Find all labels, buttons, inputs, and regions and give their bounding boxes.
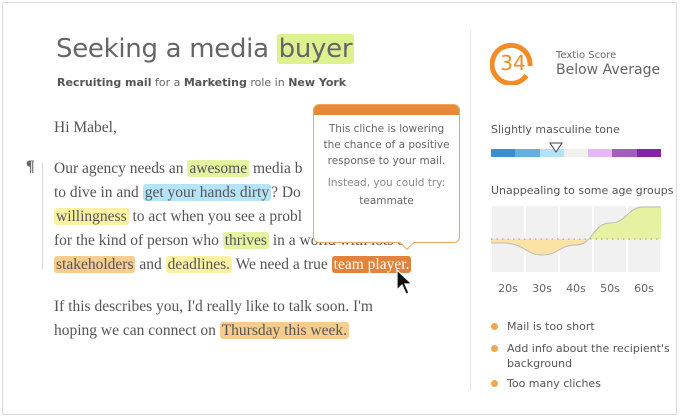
- greeting: Hi Mabel,: [54, 119, 117, 136]
- age-tick-label: 40s: [566, 282, 586, 295]
- text: media b: [249, 160, 303, 177]
- issue-text: Add info about the recipient's backgroun…: [507, 342, 670, 370]
- tooltip-header: [314, 105, 459, 115]
- pilcrow-icon[interactable]: ¶: [26, 158, 35, 175]
- cliche-tooltip: This cliche is lowering the chance of a …: [313, 104, 460, 251]
- highlight-willingness[interactable]: willingness: [54, 208, 129, 225]
- tone-segment: [539, 149, 564, 157]
- text: We need a true: [232, 256, 332, 273]
- sub-text: for a: [151, 76, 184, 89]
- mail-subtitle: Recruiting mail for a Marketing role in …: [57, 76, 346, 89]
- paragraph-line: willingness to act when you see a probl: [54, 207, 302, 227]
- suggestion-teammate[interactable]: teammate: [359, 195, 414, 207]
- issue-item[interactable]: Mail is too short: [491, 319, 671, 334]
- tone-segment: [636, 149, 661, 157]
- bullet-dot-icon: [491, 345, 498, 352]
- role-category: Marketing: [183, 76, 247, 89]
- score-value: 34: [500, 51, 525, 75]
- paragraph-line: Our agency needs an awesome media b: [54, 159, 302, 179]
- paragraph-line: hoping we can connect on Thursday this w…: [54, 321, 349, 341]
- age-tick-label: 30s: [532, 282, 552, 295]
- highlight-stakeholders[interactable]: stakeholders: [54, 256, 136, 273]
- age-tick-label: 50s: [600, 282, 620, 295]
- tone-bar: [491, 149, 661, 157]
- age-tick-label: 20s: [498, 282, 518, 295]
- issue-text: Mail is too short: [507, 320, 595, 333]
- text: ? Do: [271, 184, 301, 201]
- issue-item[interactable]: Too many cliches: [491, 376, 671, 391]
- tooltip-message: This cliche is lowering the chance of a …: [323, 123, 450, 167]
- text: Our agency needs an: [54, 160, 188, 177]
- page-title[interactable]: Seeking a media buyer: [56, 34, 355, 64]
- bullet-dot-icon: [491, 380, 498, 387]
- age-curve: [491, 206, 661, 256]
- issue-item[interactable]: Add info about the recipient's backgroun…: [491, 341, 671, 371]
- score-ring: 34: [490, 42, 533, 85]
- age-label: Unappealing to some age groups: [491, 184, 674, 197]
- text: to act when you see a probl: [128, 208, 303, 225]
- text: for the kind of person who: [54, 232, 223, 249]
- sub-text: role in: [246, 76, 289, 89]
- highlight-thursday[interactable]: Thursday this week.: [219, 322, 349, 339]
- text: and: [135, 256, 166, 273]
- paragraph-line: stakeholders and deadlines. We need a tr…: [54, 255, 412, 275]
- paragraph-line: to dive in and get your hands dirty? Do: [54, 183, 301, 203]
- tone-label: Slightly masculine tone: [491, 123, 620, 136]
- text: hoping we can connect on: [54, 322, 220, 339]
- highlight-deadlines[interactable]: deadlines.: [165, 256, 233, 273]
- location: New York: [288, 76, 347, 89]
- tone-segment: [563, 149, 589, 157]
- score-rating: Below Average: [556, 62, 661, 78]
- tone-segment: [491, 149, 516, 157]
- mail-type: Recruiting mail: [57, 76, 152, 89]
- tone-segment: [515, 149, 540, 157]
- age-area-positive: [491, 207, 661, 239]
- paragraph-line: If this describes you, I'd really like t…: [54, 298, 373, 315]
- highlight-awesome[interactable]: awesome: [187, 160, 250, 177]
- bullet-dot-icon: [491, 323, 498, 330]
- title-text: Seeking a media: [56, 34, 277, 64]
- text: to dive in and: [54, 184, 143, 201]
- highlight-thrives[interactable]: thrives: [222, 232, 269, 249]
- age-area-negative: [491, 239, 661, 255]
- sidebar-divider: [470, 30, 471, 390]
- paragraph-bar: [42, 162, 43, 270]
- tone-segment: [588, 149, 613, 157]
- tone-segment: [612, 149, 637, 157]
- tone-marker-icon: [548, 142, 563, 153]
- issue-text: Too many cliches: [507, 377, 601, 390]
- tooltip-alt-label: Instead, you could try:: [327, 177, 446, 189]
- highlight-buyer[interactable]: buyer: [276, 34, 355, 64]
- age-chart: 20s 30s 40s 50s 60s: [491, 206, 661, 295]
- highlight-team-player[interactable]: team player.: [331, 256, 412, 273]
- mouse-cursor-icon: [396, 268, 414, 295]
- highlight-hands-dirty[interactable]: get your hands dirty: [142, 184, 272, 201]
- age-tick-label: 60s: [634, 282, 654, 295]
- score-label: Textio Score: [556, 50, 617, 61]
